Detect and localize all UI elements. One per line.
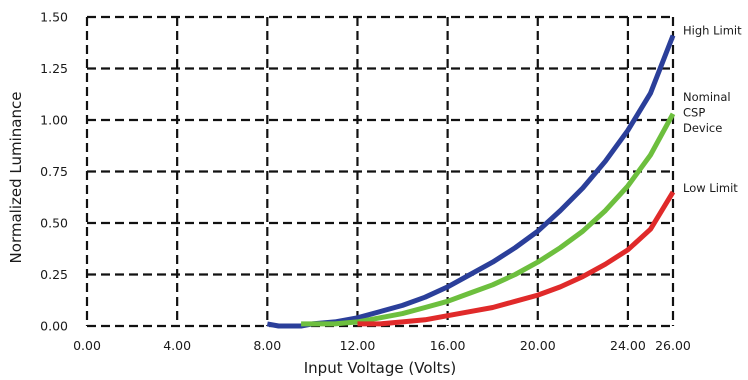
series-label: Nominal [683, 90, 731, 104]
series-label: CSP [683, 105, 705, 119]
y-tick-label: 1.00 [40, 113, 68, 128]
y-tick-label: 0.00 [40, 319, 68, 334]
y-tick-label: 0.50 [40, 216, 68, 231]
grid-lines [85, 15, 675, 328]
x-tick-label: 20.00 [520, 338, 556, 353]
y-tick-labels: 0.00 0.25 0.50 0.75 1.00 1.25 1.50 [40, 10, 68, 334]
x-tick-labels: 0.00 4.00 8.00 12.00 16.00 20.00 24.00 26.00 [73, 338, 691, 353]
x-tick-label: 4.00 [163, 338, 191, 353]
series-label: High Limit [683, 24, 742, 38]
x-tick-label: 0.00 [73, 338, 101, 353]
series-label: Device [683, 121, 722, 135]
y-axis-title: Normalized Luminance [7, 92, 25, 264]
series-line-0 [266, 34, 676, 329]
y-tick-label: 0.75 [40, 164, 68, 179]
y-tick-label: 0.25 [40, 267, 68, 282]
series-line-1 [301, 112, 676, 327]
x-tick-label: 26.00 [655, 338, 691, 353]
x-tick-label: 12.00 [340, 338, 376, 353]
x-tick-label: 24.00 [610, 338, 646, 353]
series-line-2 [357, 190, 676, 327]
x-tick-label: 16.00 [430, 338, 466, 353]
y-tick-label: 1.50 [40, 10, 68, 25]
x-tick-label: 8.00 [253, 338, 281, 353]
y-tick-label: 1.25 [40, 61, 68, 76]
series-group [266, 34, 676, 329]
series-label: Low Limit [683, 181, 738, 195]
x-axis-title: Input Voltage (Volts) [304, 359, 456, 377]
